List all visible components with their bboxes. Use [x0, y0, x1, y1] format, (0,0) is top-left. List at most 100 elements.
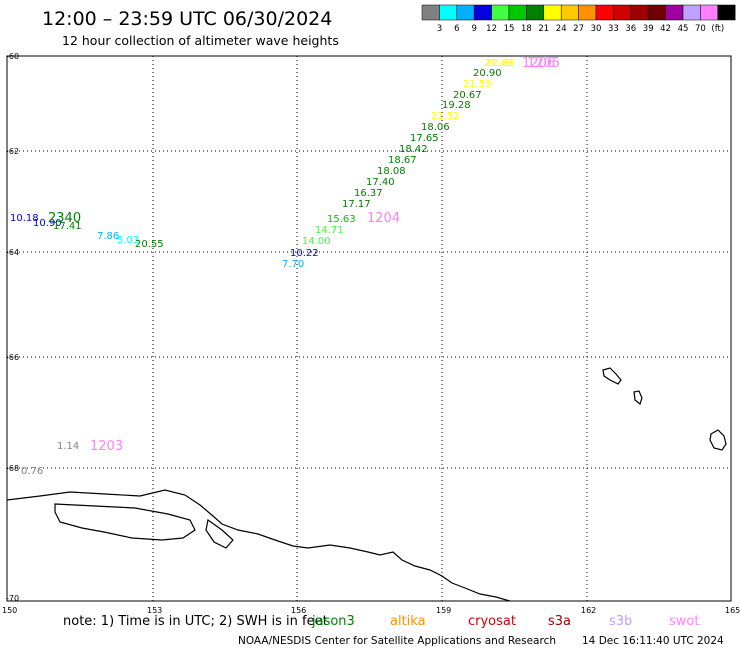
- satellite-legend: jason3 altika cryosat s3a s3b swot: [311, 614, 699, 629]
- colorbar-swatch: [508, 4, 527, 21]
- colorbar-swatch: [543, 4, 562, 21]
- graticule: [7, 56, 731, 601]
- colorbar-label: 24: [556, 24, 567, 34]
- wave-label: 21.49: [484, 58, 513, 69]
- wave-label: 21.52: [431, 111, 460, 122]
- wave-label: 17.40: [366, 177, 395, 188]
- wave-label: 18.67: [388, 155, 417, 166]
- time-label: 1206: [522, 56, 555, 71]
- wave-label: 5.03: [117, 235, 139, 246]
- colorbar-swatch: [700, 4, 719, 21]
- colorbar-swatch: [473, 4, 492, 21]
- colorbar-legend: 3 6 9 12 15 18 21 24 27 30 33 36 39 42 45 70 (ft): [421, 4, 736, 34]
- antarctic-coastline: [6, 489, 511, 602]
- colorbar-swatch: [560, 4, 579, 21]
- colorbar-swatch: [595, 4, 614, 21]
- satellite-s3a: s3a: [548, 614, 571, 629]
- satellite-jason3: jason3: [311, 614, 355, 629]
- colorbar-swatch: [421, 4, 440, 21]
- colorbar-swatch: [491, 4, 510, 21]
- time-label: 1204: [367, 211, 400, 226]
- map-title: 12:00 – 23:59 UTC 06/30/2024: [42, 8, 332, 30]
- wave-label: 0.76: [21, 466, 43, 477]
- colorbar-swatch: [717, 4, 736, 21]
- colorbar-swatch: [630, 4, 649, 21]
- pass-time-labels: 1206 1205 1204 2340 1203: [48, 56, 560, 454]
- colorbar-swatch: [526, 4, 545, 21]
- wave-label: 17.41: [53, 221, 82, 232]
- generation-timestamp: 14 Dec 16:11:40 UTC 2024: [582, 635, 724, 647]
- lat-label-70: -70: [6, 594, 19, 603]
- latitude-labels: -60 -62 -64 -66 -68 -70: [6, 52, 19, 603]
- island-south: [709, 429, 727, 451]
- lon-label-162: 162: [581, 606, 596, 615]
- colorbar-label: 39: [643, 24, 654, 34]
- plot-frame: [6, 55, 732, 602]
- wave-label: 10.22: [290, 248, 319, 259]
- colorbar-swatch: [682, 4, 701, 21]
- wave-label: 20.67: [453, 90, 482, 101]
- colorbar-swatch: [613, 4, 632, 21]
- lat-label-66: -66: [6, 353, 19, 362]
- wave-label: 15.63: [327, 214, 356, 225]
- lon-label-156: 156: [291, 606, 306, 615]
- time-label: 1203: [90, 439, 123, 454]
- wave-label: 14.00: [302, 236, 331, 247]
- island-middle: [633, 390, 643, 406]
- colorbar-label: 9: [471, 24, 476, 34]
- colorbar-label: 36: [625, 24, 636, 34]
- lon-label-159: 159: [436, 606, 451, 615]
- wave-label: 14.71: [315, 225, 344, 236]
- lon-label-153: 153: [147, 606, 162, 615]
- colorbar-label: (ft): [711, 24, 724, 34]
- lat-label-60: -60: [6, 52, 19, 61]
- wave-label: 17.17: [342, 199, 371, 210]
- colorbar-swatch: [647, 4, 666, 21]
- colorbar-label: 70: [695, 24, 706, 34]
- colorbar-label: 15: [504, 24, 515, 34]
- wave-label: 16.37: [354, 188, 383, 199]
- colorbar-label: 27: [573, 24, 584, 34]
- colorbar-label: 21: [538, 24, 549, 34]
- time-label: 2340: [48, 211, 81, 226]
- colorbar-swatch: [578, 4, 597, 21]
- colorbar-label: 42: [660, 24, 671, 34]
- colorbar-label: 45: [678, 24, 689, 34]
- island-north: [602, 367, 622, 385]
- ice-shelf-outline: [54, 503, 196, 541]
- map-subtitle: 12 hour collection of altimeter wave hei…: [62, 33, 339, 48]
- wave-label: 18.08: [377, 166, 406, 177]
- wave-height-labels: 21.49 22.83 20.90 21.59 20.67 19.28 21.5…: [10, 58, 515, 477]
- wave-label: 20.55: [135, 239, 164, 250]
- wave-label: 10.18: [10, 213, 39, 224]
- lon-label-150: 150: [2, 606, 17, 615]
- wave-label: 21.59: [463, 79, 492, 90]
- colorbar-swatch: [439, 4, 458, 21]
- satellite-cryosat: cryosat: [468, 614, 516, 629]
- wave-label: 7.86: [97, 231, 119, 242]
- wave-label: 22.83: [486, 58, 515, 69]
- colorbar-swatch: [665, 4, 684, 21]
- footnote: note: 1) Time is in UTC; 2) SWH is in fe…: [63, 614, 328, 629]
- colorbar-label: 18: [521, 24, 532, 34]
- wave-label: 10.90: [33, 218, 62, 229]
- satellite-altika: altika: [390, 614, 426, 629]
- lat-label-68: -68: [6, 464, 19, 473]
- lon-label-165: 165: [725, 606, 740, 615]
- colorbar-label: 33: [608, 24, 619, 34]
- colorbar-label: 12: [486, 24, 497, 34]
- wave-label: 20.90: [473, 68, 502, 79]
- satellite-swot: swot: [669, 614, 699, 629]
- wave-label: 18.42: [399, 144, 428, 155]
- credit-line: NOAA/NESDIS Center for Satellite Applica…: [238, 635, 556, 647]
- wave-label: 17.65: [410, 133, 439, 144]
- lat-label-62: -62: [6, 147, 19, 156]
- wave-label: 19.28: [442, 100, 471, 111]
- wave-label: 1.14: [57, 441, 79, 452]
- colorbar-swatch: [456, 4, 475, 21]
- satellite-s3b: s3b: [609, 614, 632, 629]
- wave-label: 7.70: [282, 259, 304, 270]
- colorbar-label: 3: [437, 24, 442, 34]
- coastal-inlet: [205, 518, 234, 549]
